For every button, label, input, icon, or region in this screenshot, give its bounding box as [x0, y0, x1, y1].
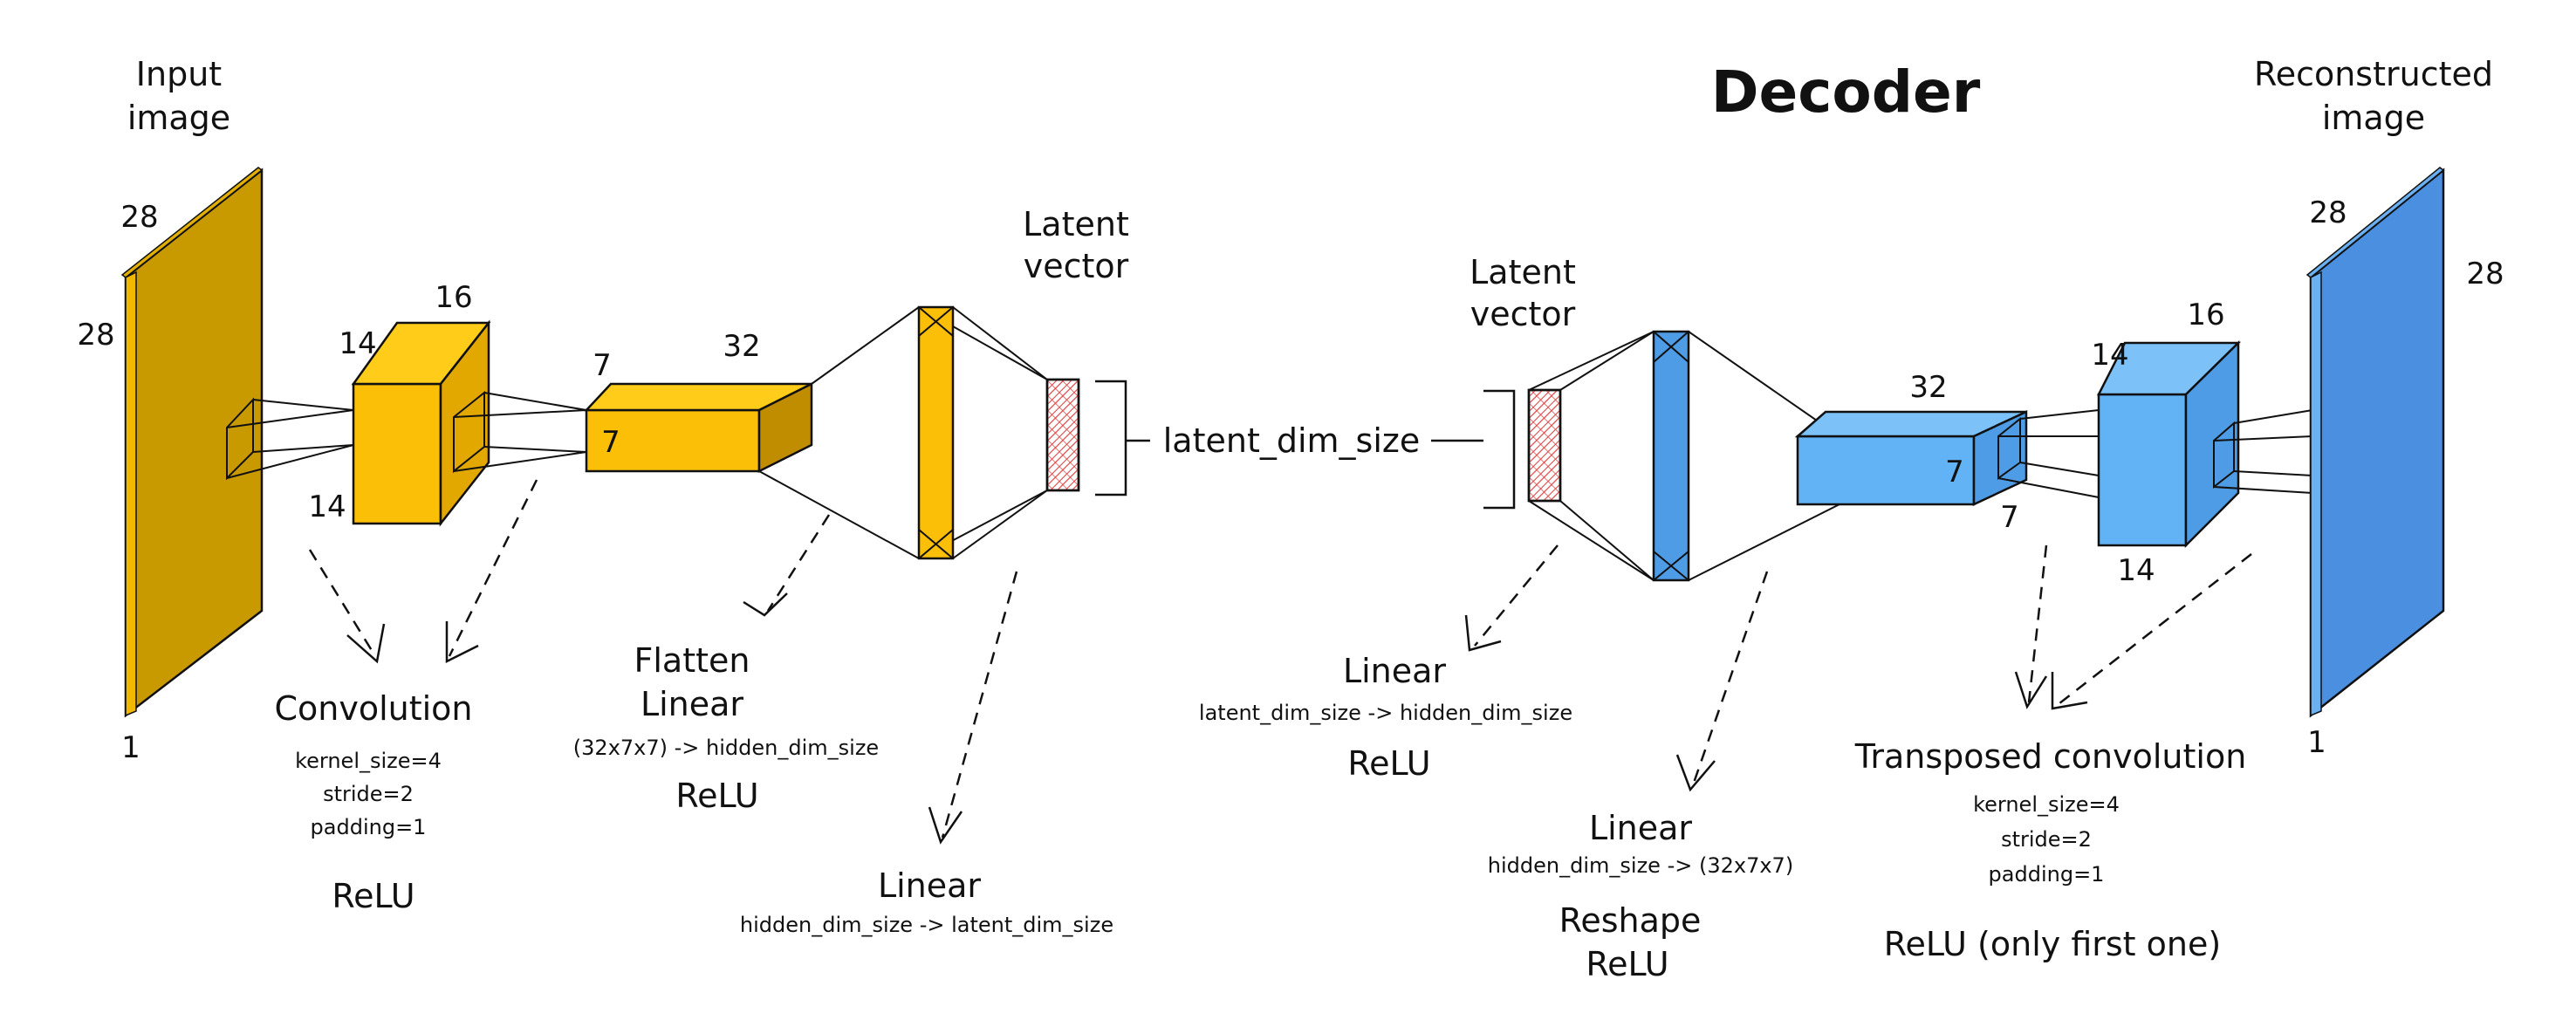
output-dim-right: 28 [2466, 257, 2504, 291]
conv2-dim-top: 32 [723, 329, 760, 364]
conv-kernel: kernel_size=4 [295, 749, 442, 773]
tconv-stride: stride=2 [2001, 827, 2092, 852]
decoder-latent-vector [1527, 388, 1562, 503]
encoder-fc-lines [758, 306, 1048, 559]
box16-dim-bottom: 14 [2117, 553, 2155, 588]
decoder-title: Decoder [1711, 58, 1981, 126]
flatten-label: Flatten [634, 641, 750, 680]
conv1-kernel-window [453, 390, 587, 474]
conv-stride: stride=2 [323, 782, 414, 806]
decoder-latent-bracket [1483, 389, 1516, 510]
decoder-linear2-detail: hidden_dim_size -> (32x7x7) [1488, 853, 1793, 878]
dashed-arrows [308, 479, 2252, 839]
decoder-hidden-bar [1652, 330, 1690, 582]
tconv-padding: padding=1 [1989, 862, 2105, 887]
conv1-box [351, 319, 491, 527]
output-image-slab [2305, 167, 2445, 718]
tconv-relu: ReLU (only first one) [1884, 925, 2221, 963]
decoder-box-16 [2096, 340, 2242, 549]
input-dim-channels: 1 [121, 730, 140, 765]
input-dim-top: 28 [120, 200, 158, 235]
conv-padding: padding=1 [311, 815, 427, 839]
box32-dim-bottom: 7 [2000, 500, 2019, 535]
decoder-linear1-relu: ReLU [1347, 744, 1430, 783]
output-dim-left: 28 [2309, 195, 2346, 230]
output-label-line2: image [2322, 99, 2425, 137]
decoder-linear1-label: Linear [1343, 652, 1446, 690]
decoder-box-32 [1794, 410, 2028, 506]
latent-dim-size-label: latent_dim_size [1163, 421, 1420, 460]
box16-dim-left: 14 [2091, 338, 2128, 373]
decoder-linear2-label: Linear [1589, 809, 1692, 847]
conv1-dim-bottom: 14 [308, 490, 346, 524]
decoder-latent-label-line2: vector [1470, 295, 1576, 333]
conv2-dim-left: 7 [593, 348, 612, 383]
box16-dim-top: 16 [2187, 298, 2224, 332]
input-image-slab [120, 167, 264, 718]
encoder-latent-label-line1: Latent [1023, 205, 1129, 243]
box32-dim-front: 7 [1945, 455, 1964, 490]
decoder-linear1-detail: latent_dim_size -> hidden_dim_size [1199, 701, 1572, 725]
conv1-dim-left: 14 [339, 326, 376, 361]
decoder-box16-window [2213, 409, 2313, 494]
tconv-kernel: kernel_size=4 [1973, 792, 2120, 817]
box32-dim-top: 32 [1909, 370, 1947, 405]
conv-relu: ReLU [332, 877, 414, 915]
encoder-latent-bracket [1095, 380, 1150, 496]
decoder-box32-window [1997, 409, 2100, 498]
reshape-label: Reshape [1559, 901, 1702, 940]
encoder-latent-vector [1045, 378, 1080, 492]
encoder-linear1-label: Linear [641, 685, 743, 723]
arrow-heads [346, 592, 2088, 845]
encoder-linear1-relu: ReLU [675, 777, 758, 815]
input-kernel-window [226, 397, 354, 481]
output-label-line1: Reconstructed [2254, 55, 2493, 93]
output-dim-channels: 1 [2307, 725, 2326, 760]
encoder-linear1-detail: (32x7x7) -> hidden_dim_size [573, 736, 879, 760]
encoder-latent-label-line2: vector [1024, 247, 1129, 285]
tconv-caption: Transposed convolution [1854, 737, 2247, 776]
input-dim-left: 28 [77, 318, 114, 353]
reshape-relu: ReLU [1586, 945, 1668, 983]
encoder-linear2-label: Linear [878, 866, 981, 905]
encoder-hidden-bar [917, 305, 955, 560]
decoder-fc-lines [1528, 331, 1840, 581]
conv2-dim-front: 7 [601, 425, 620, 460]
input-label-line2: image [127, 99, 230, 137]
input-label-line1: Input [136, 55, 222, 93]
conv1-dim-top: 16 [435, 280, 472, 315]
encoder-linear2-detail: hidden_dim_size -> latent_dim_size [740, 913, 1113, 937]
conv-caption: Convolution [274, 689, 472, 728]
decoder-latent-label-line1: Latent [1470, 253, 1576, 291]
